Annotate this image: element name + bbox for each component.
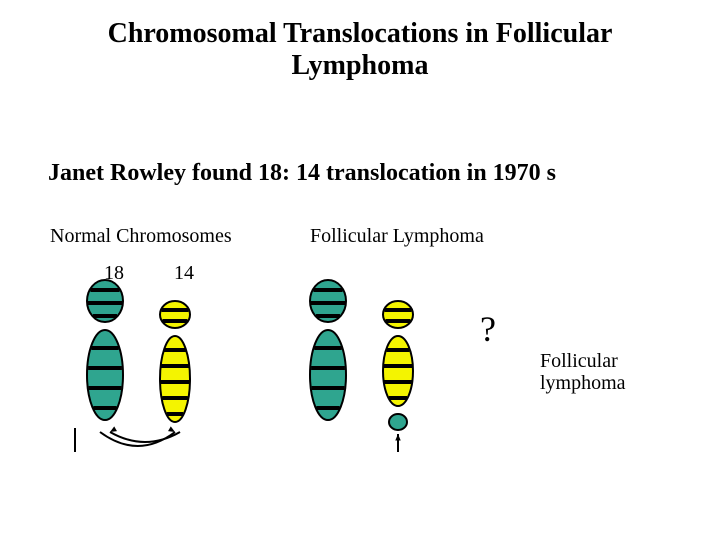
chromosome-diagram <box>0 0 720 540</box>
